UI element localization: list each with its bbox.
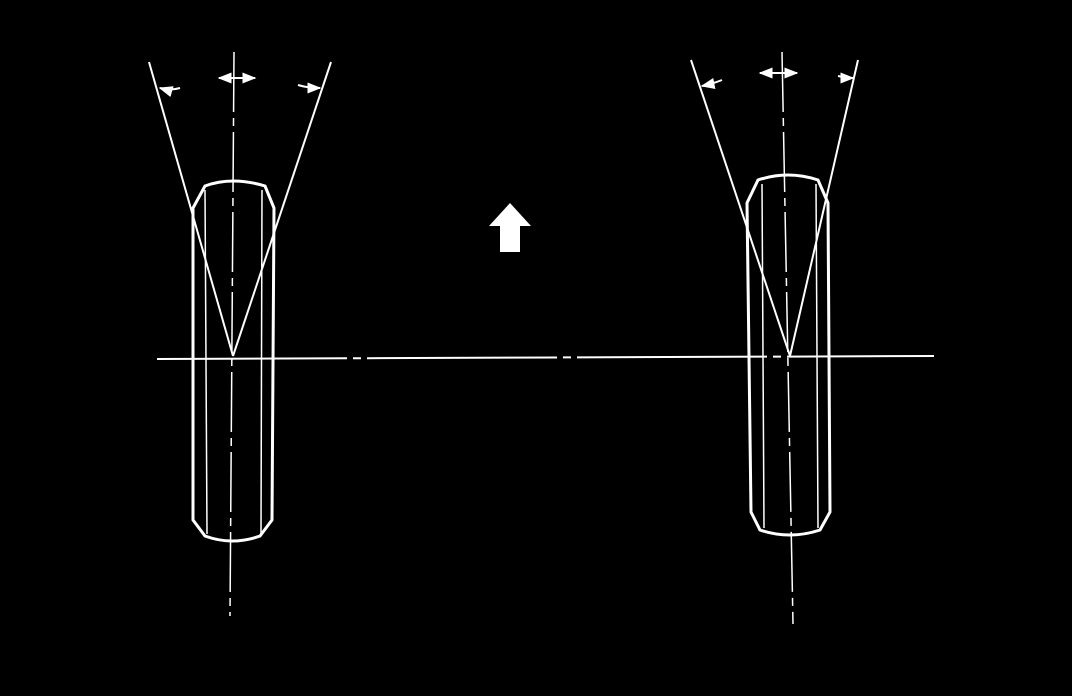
left-wheel-vertical-axis (229, 51, 235, 617)
right-tire-outline (745, 173, 832, 537)
left-camber-line-2 (232, 61, 332, 357)
right-wheel (690, 51, 859, 625)
left-wheel (148, 51, 332, 617)
left-tread-line-outer (260, 189, 263, 535)
right-camber-line-2 (789, 59, 859, 357)
right-angle-arrow-1 (700, 78, 723, 90)
right-camber-line-1 (690, 59, 791, 357)
axle-centerline (156, 355, 935, 360)
left-camber-line-1 (148, 61, 234, 357)
left-angle-arrow-1 (158, 86, 181, 97)
up-arrow-icon (489, 203, 531, 252)
left-angle-arrow-3 (297, 82, 322, 94)
left-tread-line-inner (204, 189, 208, 535)
right-wheel-vertical-axis (781, 51, 794, 625)
right-tread-line-inner (761, 183, 765, 529)
right-angle-arrow-3 (837, 72, 855, 84)
left-tire-outline (191, 179, 276, 543)
